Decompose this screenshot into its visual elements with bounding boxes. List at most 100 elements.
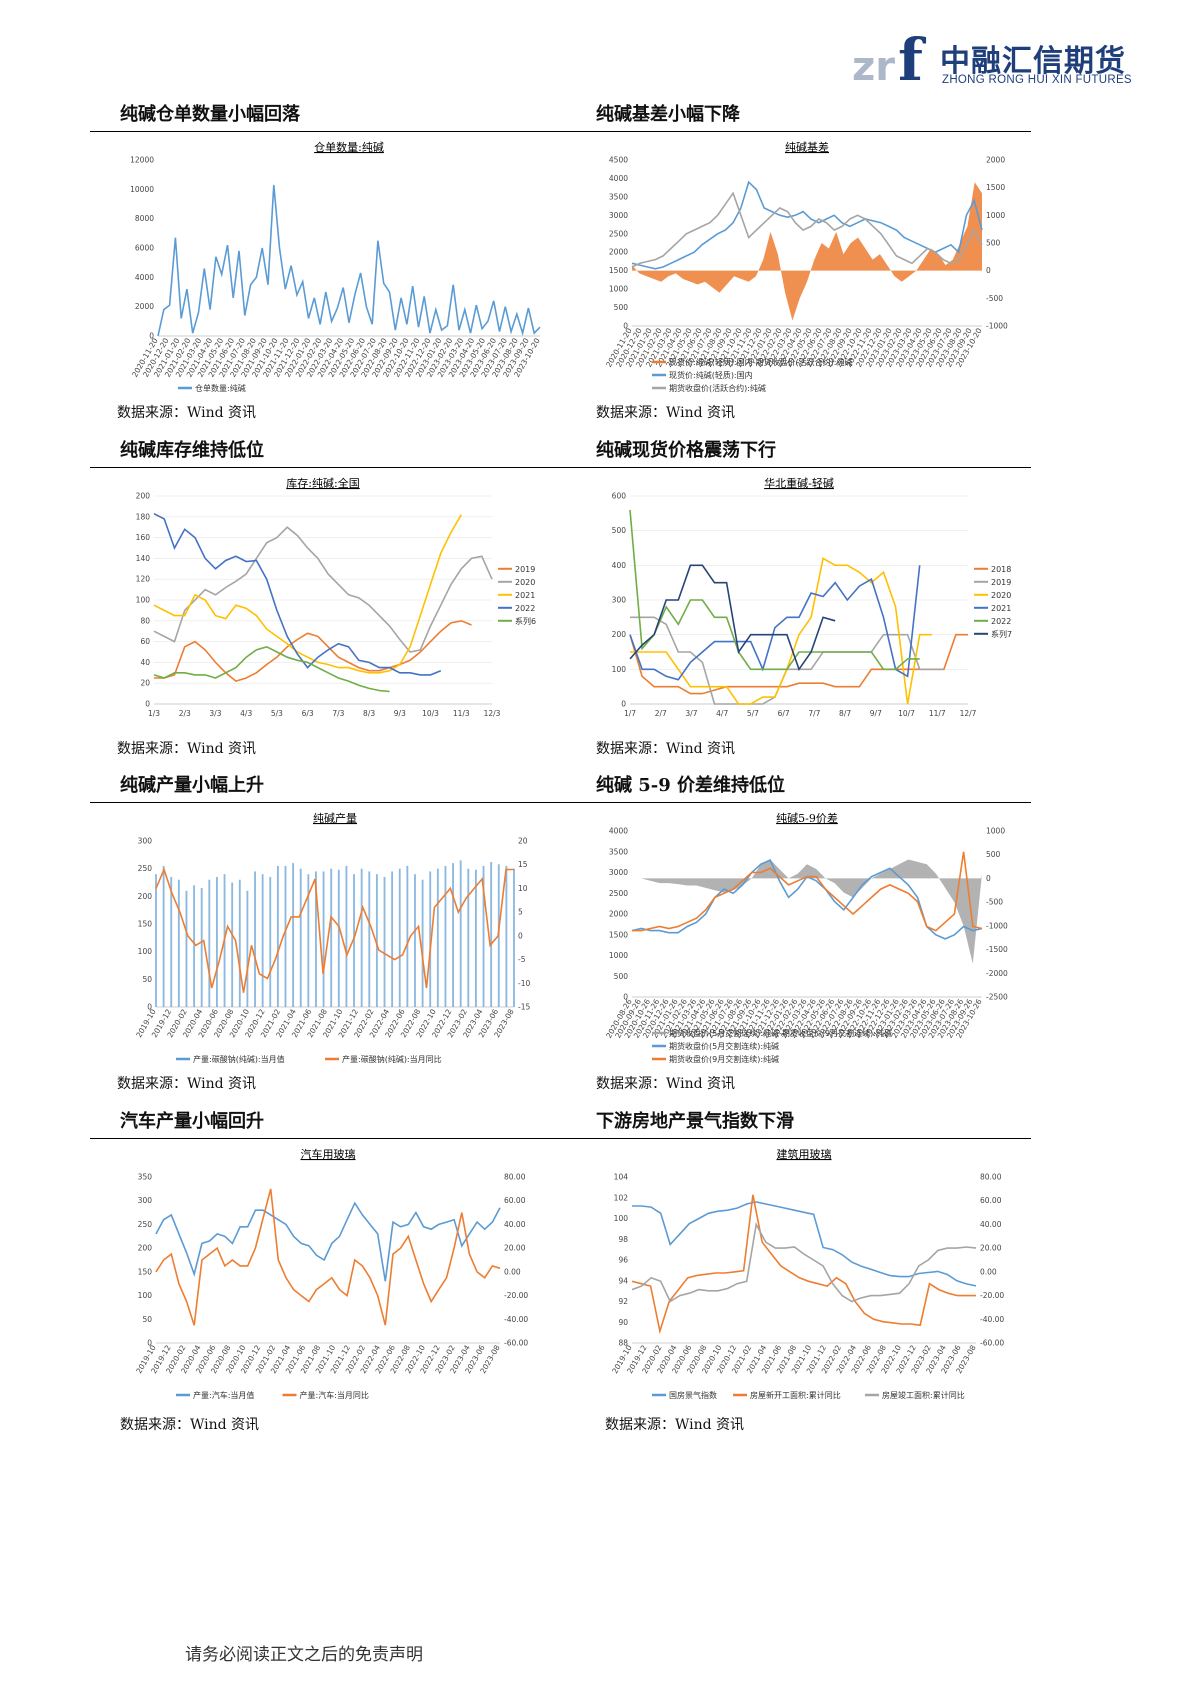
y-tick-label: 2500 [609, 889, 628, 898]
chart-title: 纯碱基差 [785, 140, 829, 154]
x-tick-label: 6/3 [302, 709, 314, 718]
bar [513, 868, 515, 1007]
y2-tick-label: -10 [518, 979, 530, 988]
basis-chart: 纯碱基差 0 500 1000 1500 2000 2500 3000 3500 4000 4500… [604, 140, 1008, 393]
y2-tick-label: 80.00 [980, 1173, 1002, 1182]
series-line [629, 564, 836, 672]
output-chart: 纯碱产量050100150200250300-15-10-50510152020… [134, 811, 530, 1064]
panel-title: 纯碱产量小幅上升 [120, 775, 264, 796]
data-source: 数据来源：Wind 资讯 [596, 741, 736, 757]
company-name-cn: 中融汇信期货 [940, 44, 1126, 79]
y2-tick-label: -60.00 [980, 1339, 1004, 1348]
y-tick-label: 1000 [609, 951, 628, 960]
chart-title: 库存:纯碱:全国 [286, 476, 359, 490]
panel-title: 纯碱库存维持低位 [120, 440, 264, 461]
bar [231, 882, 234, 1007]
bar [482, 865, 485, 1007]
bar [193, 885, 196, 1007]
chart-title: 汽车用玻璃 [301, 1147, 356, 1161]
y-tick-label: 200 [138, 1244, 153, 1253]
y2-tick-label: -15 [518, 1003, 530, 1012]
y-tick-label: 250 [138, 864, 153, 873]
series-line [155, 1201, 501, 1282]
series-line [153, 512, 442, 676]
section-divider [596, 1138, 1031, 1139]
legend-label: 2021 [991, 604, 1011, 613]
bar [459, 860, 462, 1007]
bar [322, 871, 325, 1007]
legend-label: 现货价:纯碱(轻质):国内 [669, 370, 753, 380]
section-divider [596, 131, 1031, 132]
y-tick-label: 100 [612, 665, 627, 674]
legend-label: 2018 [991, 565, 1011, 574]
y2-tick-label: 1500 [986, 183, 1005, 192]
y-tick-label: 350 [138, 1173, 153, 1182]
bar [177, 879, 180, 1007]
y-tick-label: 1000 [609, 285, 628, 294]
bar [490, 862, 493, 1007]
y-tick-label: 0 [147, 1003, 152, 1012]
y2-tick-label: 40.00 [980, 1220, 1002, 1229]
y2-tick-label: 2000 [986, 156, 1005, 165]
chart-title: 建筑用玻璃 [777, 1147, 832, 1161]
legend-label: 2022 [991, 617, 1011, 626]
inventory-chart: 库存:纯碱:全国 0 20 40 60 80 100 120 140 160 180 200 1/3 2/… [136, 476, 536, 718]
bar [452, 863, 454, 1007]
y-tick-label: 3000 [609, 868, 628, 877]
x-tick-label: 9/3 [394, 709, 406, 718]
y-tick-label: 100 [138, 947, 153, 956]
legend-label: 2019 [515, 565, 535, 574]
bar [429, 871, 432, 1007]
legend-label: 期货收盘价(5月交割连续):纯碱-期货收盘价(9月交割连续):纯碱 [669, 1028, 892, 1038]
y-tick-label: 600 [612, 492, 627, 501]
y-tick-label: 2500 [609, 229, 628, 238]
x-tick-label: 7/7 [808, 709, 820, 718]
legend-label: 房屋新开工面积:累计同比 [750, 1390, 841, 1400]
data-source: 数据来源：Wind 资讯 [596, 1076, 736, 1092]
x-tick-label: 4/3 [240, 709, 252, 718]
y2-tick-label: 5 [518, 908, 523, 917]
y-tick-label: 96 [618, 1256, 628, 1265]
bar [406, 865, 409, 1007]
x-tick-label: 10/3 [422, 709, 439, 718]
legend-label: 产量:碳酸钠(纯碱):当月同比 [342, 1054, 442, 1064]
series-line [155, 1188, 501, 1326]
y-tick-label: 100 [136, 596, 151, 605]
series-line [630, 616, 944, 705]
x-tick-label: 12/7 [960, 709, 977, 718]
bar [474, 869, 477, 1007]
bar [284, 865, 287, 1007]
x-tick-label: 3/3 [209, 709, 221, 718]
y-tick-label: 400 [612, 561, 627, 570]
y2-tick-label: 0.00 [504, 1267, 521, 1276]
x-tick-label: 2/3 [179, 709, 191, 718]
bar [505, 865, 508, 1007]
bar [170, 876, 173, 1007]
series-line [153, 645, 390, 693]
y-tick-label: 200 [138, 892, 153, 901]
bar [375, 874, 378, 1007]
y-tick-label: 4000 [609, 174, 628, 183]
spread-chart: 纯碱5-9价差 0 500 1000 1500 2000 2500 3000 3500 4000 -… [604, 811, 1008, 1064]
x-tick-label: 10/7 [898, 709, 915, 718]
legend-label: 2020 [515, 578, 535, 587]
bar [467, 868, 470, 1007]
y2-tick-label: 1000 [986, 211, 1005, 220]
series-line [631, 191, 983, 268]
legend-label: 仓单数量:纯碱 [195, 383, 246, 393]
y2-tick-label: -1000 [986, 921, 1008, 930]
y-tick-label: 500 [614, 303, 629, 312]
legend-label: 现货价:纯碱(轻质):国内-期货收盘价(活跃合约):纯碱 [669, 357, 852, 367]
y2-tick-label: -2500 [986, 993, 1008, 1002]
x-tick-label: 8/7 [839, 709, 851, 718]
y-tick-label: 88 [618, 1339, 628, 1348]
bar [299, 868, 302, 1007]
y-tick-label: 50 [142, 975, 152, 984]
legend-label: 2019 [991, 578, 1011, 587]
legend-label: 期货收盘价(5月交割连续):纯碱 [669, 1041, 779, 1051]
chart-title: 华北重碱-轻碱 [764, 476, 834, 490]
series-line [632, 851, 983, 932]
y2-tick-label: 20.00 [504, 1244, 526, 1253]
x-tick-label: 4/7 [716, 709, 728, 718]
panel-title: 汽车产量小幅回升 [120, 1111, 264, 1132]
